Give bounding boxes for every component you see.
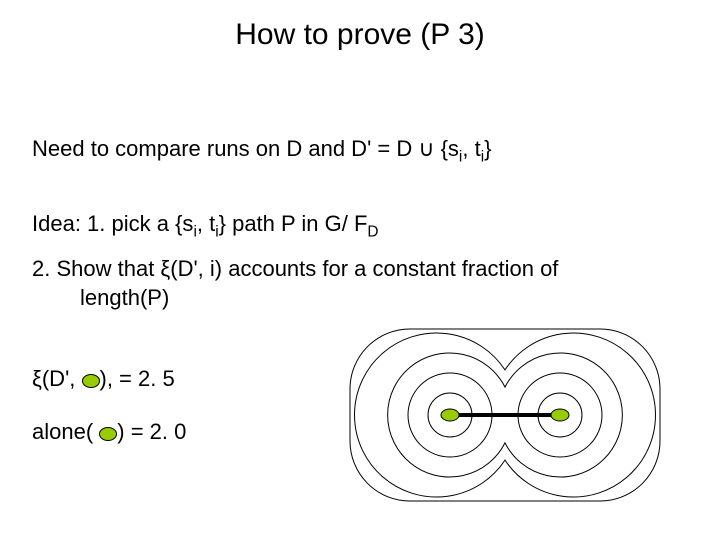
text: , t [197,211,215,236]
text: } [484,136,491,161]
text: Idea: 1. pick a {s [32,211,193,236]
line-compare: Need to compare runs on D and D' = D ∪ {… [32,135,491,167]
green-dot-icon [82,374,100,388]
subscript: D [367,223,378,240]
text: alone( [32,419,99,444]
slide-title: How to prove (P 3) [0,18,720,52]
text: ) = 2. 0 [117,419,186,444]
text: ξ(D', [32,366,82,391]
text: 2. Show that ξ(D', i) accounts for a con… [32,256,558,281]
slide: How to prove (P 3) Need to compare runs … [0,0,720,540]
line-alone: alone( ) = 2. 0 [32,418,186,447]
line-step2: 2. Show that ξ(D', i) accounts for a con… [32,255,672,312]
line-xi: ξ(D', ), = 2. 5 [32,365,175,394]
cup-symbol: ∪ [418,136,434,161]
text: , t [462,136,480,161]
line-idea: Idea: 1. pick a {si, ti} path P in G/ FD [32,210,379,242]
text: ), = 2. 5 [100,366,175,391]
text: length(P) [32,285,169,310]
text: } path P in G/ F [219,211,368,236]
contour-diagram [330,325,690,505]
text: {s [434,136,458,161]
text: Need to compare runs on D and D' = D [32,136,418,161]
green-dot-icon [99,427,117,441]
